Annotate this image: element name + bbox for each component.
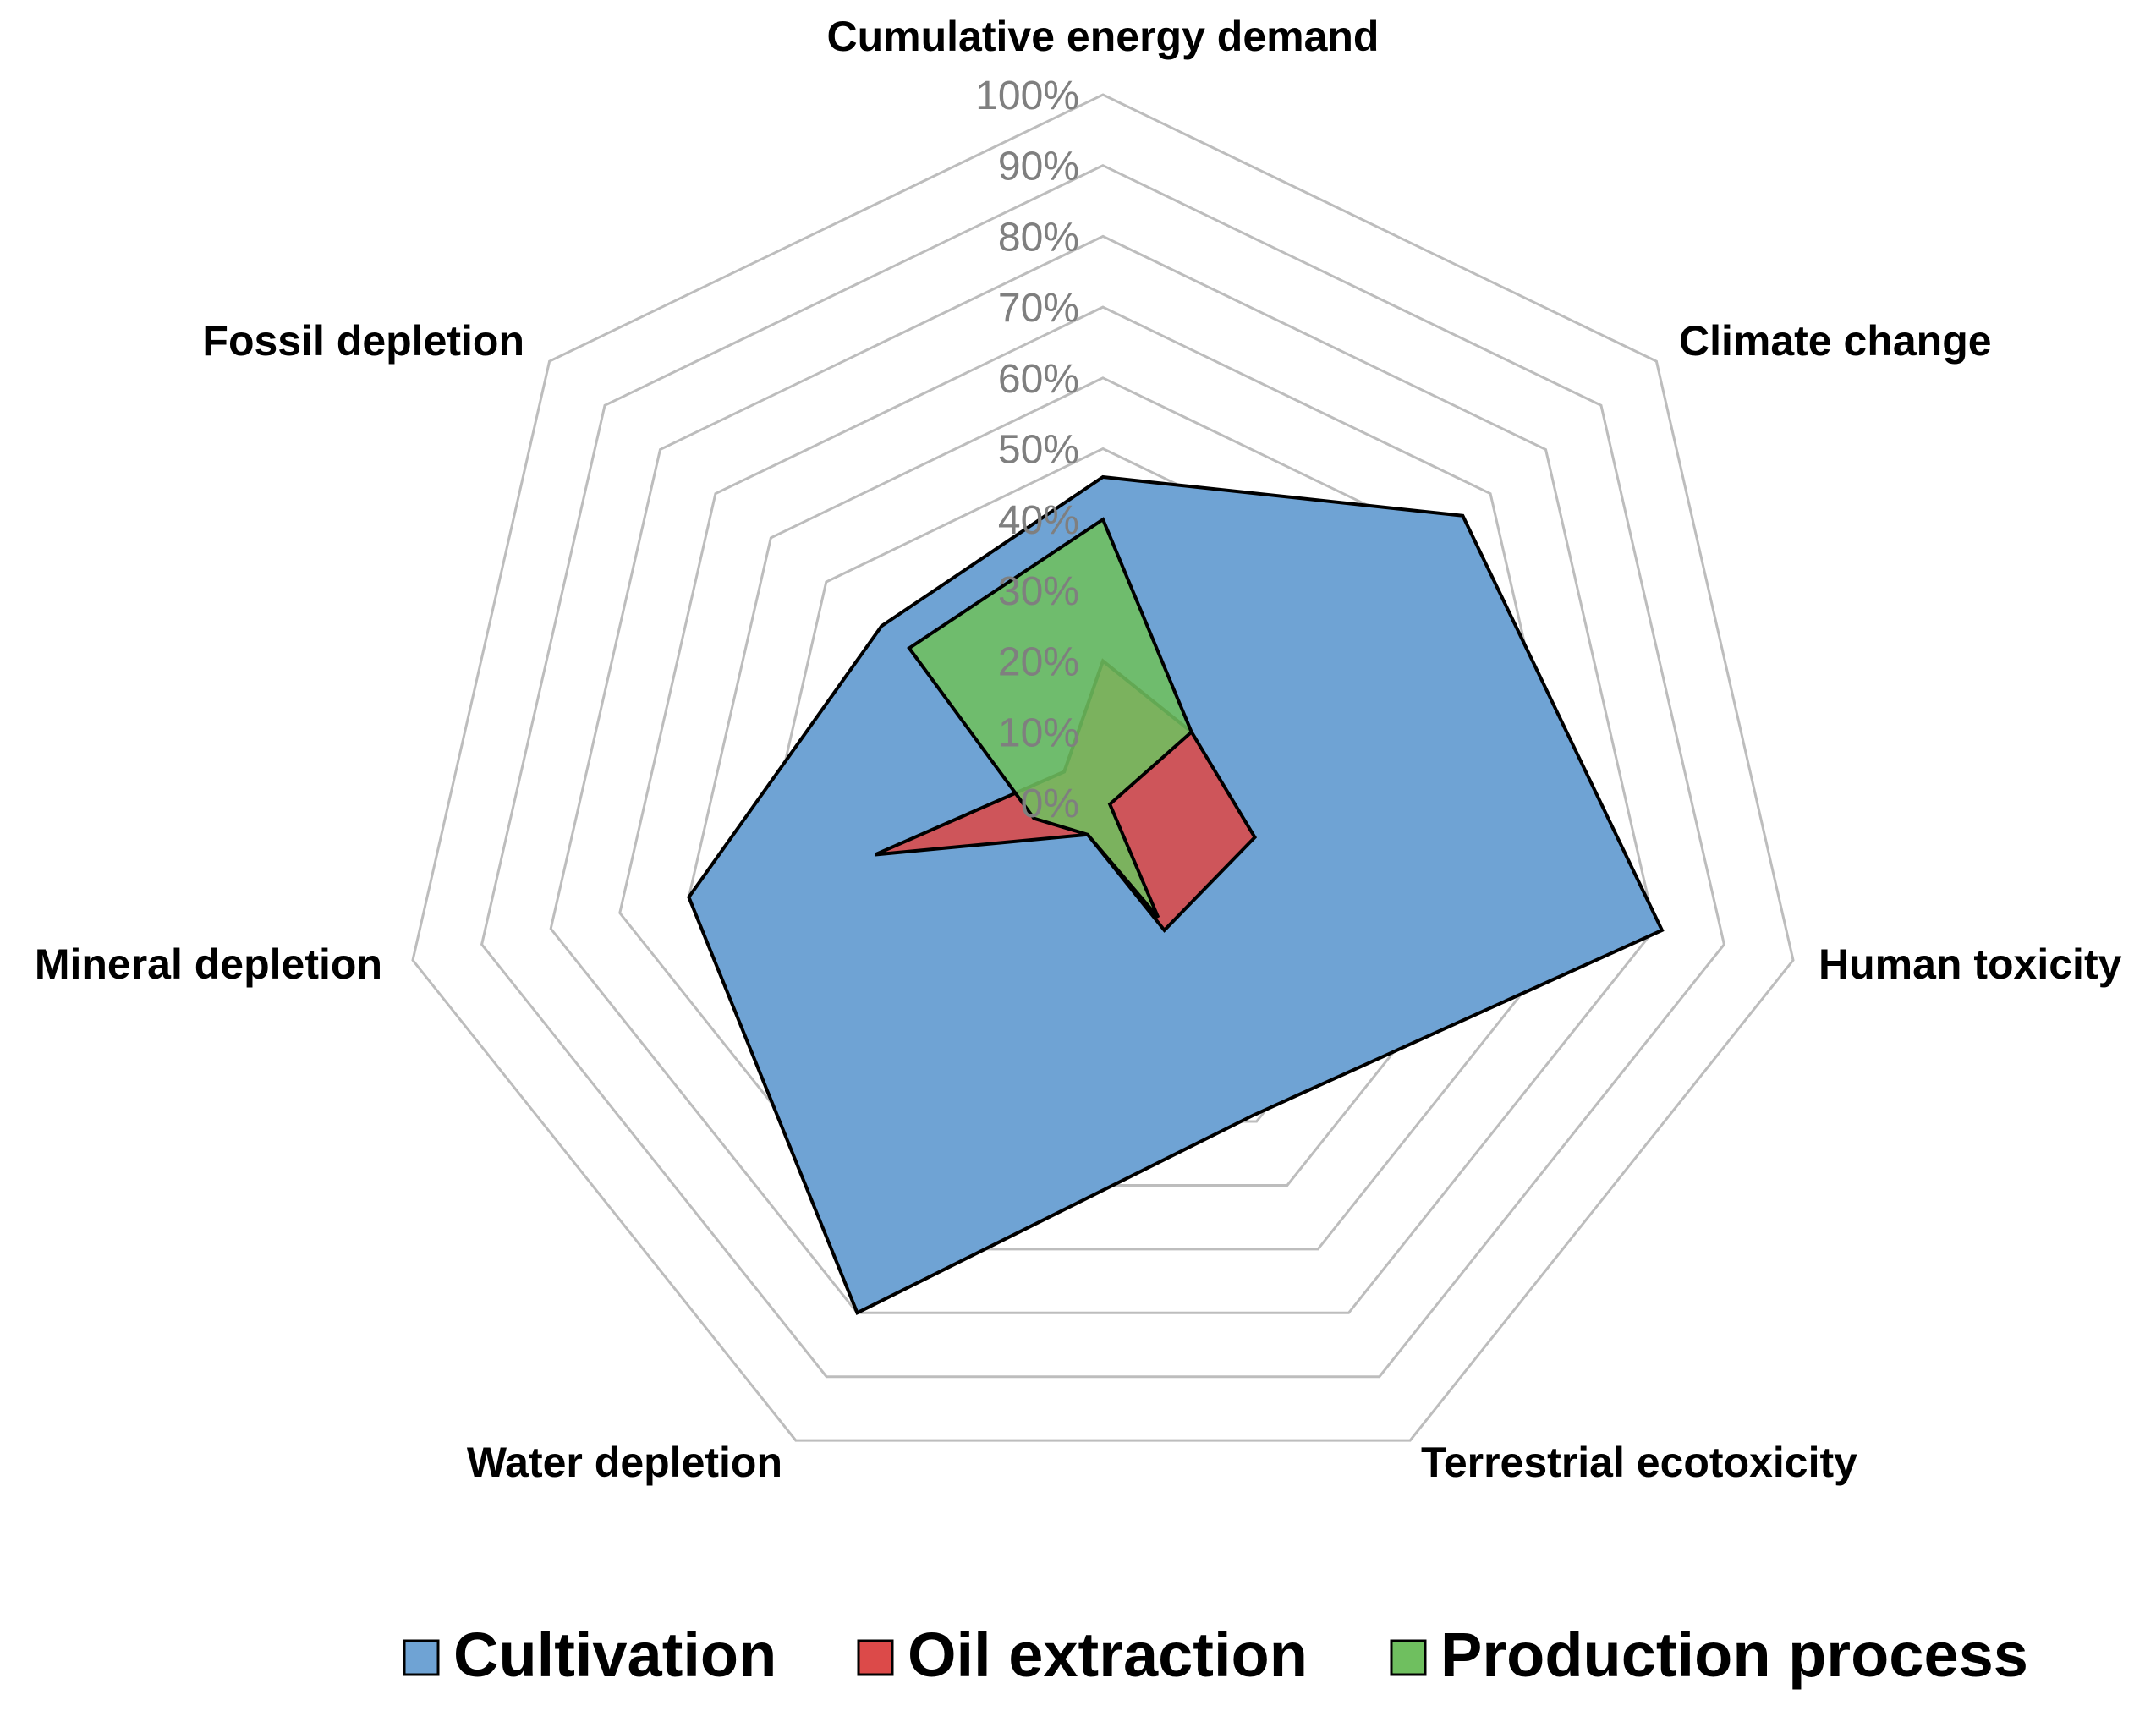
series-area (687, 474, 1665, 1316)
tick-label-90: 90% (998, 145, 1079, 189)
axis-label-climate-change: Climate change (1679, 317, 1992, 365)
tick-label-40: 40% (998, 498, 1079, 543)
legend-label-oil-extraction: Oil extraction (908, 1620, 1308, 1690)
grid-ring-70 (618, 305, 1588, 1251)
tick-label-0: 0% (1021, 781, 1079, 826)
axis-label-fossil-depletion: Fossil depletion (202, 317, 524, 365)
legend-label-production-process: Production process (1440, 1620, 2028, 1690)
grid-ring-90 (480, 164, 1726, 1379)
legend-swatch-cultivation (403, 1639, 440, 1676)
axis-label-mineral-depletion: Mineral depletion (35, 941, 382, 988)
tick-label-10: 10% (998, 710, 1079, 755)
tick-label-70: 70% (998, 286, 1079, 331)
tick-label-100: 100% (975, 74, 1079, 118)
grid-ring-80 (549, 234, 1657, 1314)
grid-ring-100 (411, 93, 1795, 1442)
axis-labels: Cumulative energy demand Climate change Hu… (35, 13, 2122, 1486)
axis-label-cumulative-energy-demand: Cumulative energy demand (827, 13, 1380, 60)
legend-label-cultivation: Cultivation (453, 1620, 776, 1690)
axis-label-human-toxicity: Human toxicity (1819, 941, 2122, 988)
tick-labels: 0% 10% 20% 30% 40% 50% 60% 70% 80% 90% 100% (975, 74, 1079, 826)
tick-label-20: 20% (998, 640, 1079, 685)
axis-label-water-depletion: Water depletion (467, 1439, 782, 1486)
legend-swatch-oil-extraction (857, 1639, 894, 1676)
tick-label-80: 80% (998, 215, 1079, 260)
tick-label-30: 30% (998, 569, 1079, 614)
legend-swatch-production-process (1390, 1639, 1427, 1676)
tick-label-50: 50% (998, 428, 1079, 473)
axis-label-terrestrial-ecotoxicity: Terrestrial ecotoxicity (1421, 1439, 1857, 1486)
tick-label-60: 60% (998, 357, 1079, 402)
series-production-process (907, 517, 1194, 919)
legend: Cultivation Oil extraction Production proc… (403, 1620, 2028, 1690)
